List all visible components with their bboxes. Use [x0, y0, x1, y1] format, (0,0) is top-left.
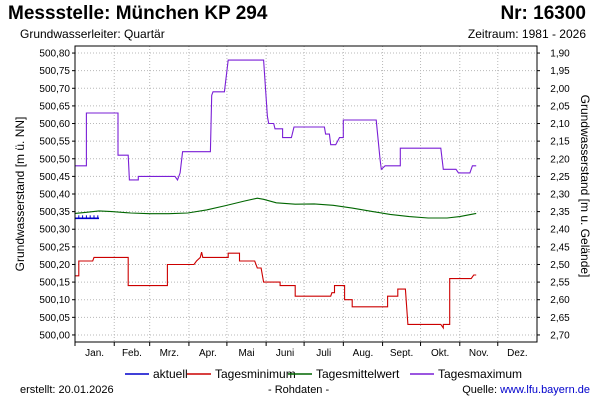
series-line-max [75, 59, 477, 182]
source-link[interactable]: www.lfu.bayern.de [500, 384, 590, 396]
chart-legend: aktuell Tagesminimum Tagesmittelwert Tagesm… [125, 367, 522, 381]
y-tick-label: 500,00 [39, 330, 70, 341]
created-date: erstellt: 20.01.2026 [20, 384, 114, 396]
x-tick-label: Okt. [431, 348, 449, 359]
y2-tick-label: 2,10 [550, 119, 570, 130]
y-tick-label: 500,60 [39, 119, 70, 130]
chart-series [74, 59, 477, 330]
y-axis-label-left: Grundwasserstand [m ü. NN] [13, 117, 27, 272]
y2-tick-label: 2,40 [550, 225, 570, 236]
y2-tick-label: 2,70 [550, 330, 570, 341]
x-tick-label: Aug. [353, 348, 374, 359]
y2-tick-label: 2,25 [550, 172, 570, 183]
y-tick-label: 500,75 [39, 66, 70, 77]
y2-tick-label: 1,90 [550, 49, 570, 60]
y-tick-label: 500,35 [39, 207, 70, 218]
legend-label-max: Tagesmaximum [438, 367, 522, 381]
y2-tick-label: 2,50 [550, 260, 570, 271]
x-tick-label: Mai [238, 348, 254, 359]
x-tick-label: Juni [276, 348, 294, 359]
legend-label-min: Tagesminimum [215, 367, 296, 381]
legend-label-aktuell: aktuell [153, 367, 188, 381]
y-axis-label-right: Grundwasserstand [m u. Gelände] [578, 95, 592, 278]
y2-tick-label: 2,45 [550, 242, 570, 253]
y-tick-label: 500,05 [39, 313, 70, 324]
y2-tick-label: 2,60 [550, 295, 570, 306]
y-tick-label: 500,40 [39, 190, 70, 201]
x-tick-label: Jan. [85, 348, 104, 359]
station-title: Messstelle: München KP 294 [8, 3, 268, 24]
x-tick-label: Feb. [122, 348, 142, 359]
x-tick-label: Sept. [390, 348, 413, 359]
y2-tick-label: 2,15 [550, 137, 570, 148]
y2-tick-label: 2,30 [550, 190, 570, 201]
y2-tick-label: 2,00 [550, 84, 570, 95]
y-tick-label: 500,30 [39, 225, 70, 236]
x-axis: Jan. Feb. Mrz. Apr. Mai Juni Juli Aug. Sept. Okt.… [74, 342, 528, 359]
y2-tick-label: 2,35 [550, 207, 570, 218]
y2-tick-label: 2,05 [550, 101, 570, 112]
y-tick-label: 500,20 [39, 260, 70, 271]
y-tick-label: 500,15 [39, 278, 70, 289]
y-tick-label: 500,80 [39, 49, 70, 60]
series-line-mean [74, 197, 477, 219]
y-tick-label: 500,70 [39, 84, 70, 95]
y-axis-left: 500,80 500,75 500,70 500,65 500,60 500,55 500,… [39, 49, 75, 341]
station-number: Nr: 16300 [500, 3, 586, 24]
x-tick-label: Juli [316, 348, 331, 359]
source-label: Quelle: [462, 384, 501, 396]
y-tick-label: 500,10 [39, 295, 70, 306]
y-tick-label: 500,50 [39, 154, 70, 165]
raw-data-note: - Rohdaten - [268, 384, 330, 396]
aquifer-label: Grundwasserleiter: Quartär [20, 27, 165, 41]
x-tick-label: Mrz. [160, 348, 179, 359]
y-tick-label: 500,45 [39, 172, 70, 183]
y-tick-label: 500,65 [39, 101, 70, 112]
y2-tick-label: 2,65 [550, 313, 570, 324]
x-tick-label: Nov. [469, 348, 489, 359]
y-axis-right: 1,90 1,95 2,00 2,05 2,10 2,15 2,20 2,25 2,30 2,35… [537, 49, 570, 341]
y2-tick-label: 2,20 [550, 154, 570, 165]
chart-grid [75, 46, 537, 342]
y-tick-label: 500,55 [39, 137, 70, 148]
y2-tick-label: 2,55 [550, 278, 570, 289]
y2-tick-label: 1,95 [550, 66, 570, 77]
source-note: Quelle: www.lfu.bayern.de [462, 384, 590, 396]
x-tick-label: Dez. [507, 348, 528, 359]
legend-label-mean: Tagesmittelwert [316, 367, 400, 381]
y-tick-label: 500,25 [39, 242, 70, 253]
period-label: Zeitraum: 1981 - 2026 [467, 27, 586, 41]
x-tick-label: Apr. [199, 348, 217, 359]
series-line-min [75, 251, 477, 330]
